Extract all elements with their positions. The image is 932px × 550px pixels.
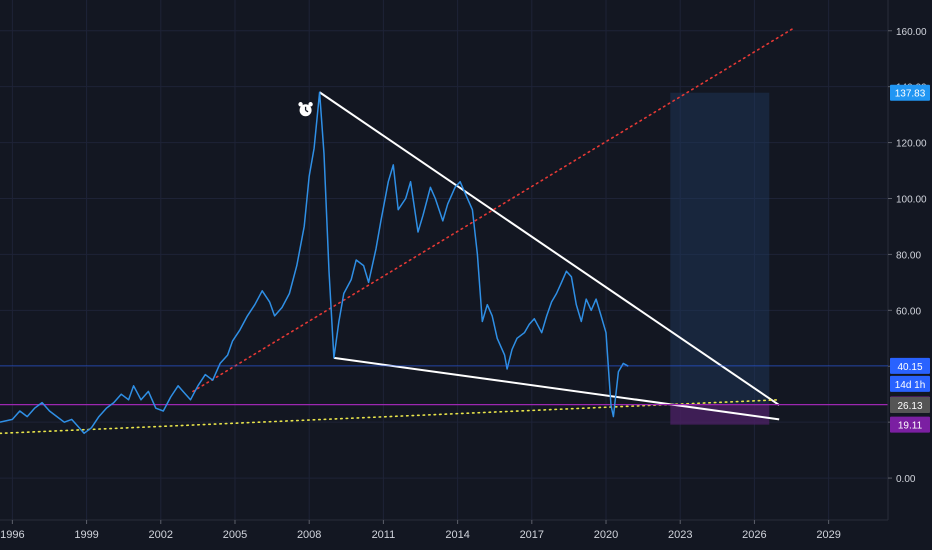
x-tick-label: 2005 [223, 529, 247, 541]
alarm-clock-icon[interactable] [298, 102, 313, 117]
y-tick-label: 80.00 [896, 250, 921, 261]
price-label-137-83[interactable] [890, 84, 930, 101]
price-series-line-0[interactable] [0, 91, 629, 435]
price-label-40-15[interactable] [890, 357, 930, 374]
price-label-26-13[interactable] [890, 397, 930, 414]
price-label-40-15-text: 40.15 [897, 362, 922, 373]
y-tick-label: 120.00 [896, 139, 927, 150]
target-projection-box[interactable] [670, 92, 770, 405]
y-tick-label: 0.00 [896, 474, 916, 485]
trendline-yellow-dotted-trend[interactable] [0, 398, 780, 435]
y-tick-label: 100.00 [896, 194, 927, 205]
x-tick-label: 1999 [74, 529, 98, 541]
x-tick-label: 2011 [372, 529, 396, 541]
x-tick-label: 2020 [594, 529, 618, 541]
x-tick-label: 2002 [149, 529, 173, 541]
trendline-lower-falling-wedge[interactable] [333, 356, 780, 421]
trendline-upper-falling-wedge[interactable] [319, 91, 780, 406]
price-label-137-83-text: 137.83 [895, 89, 926, 100]
x-tick-label: 2023 [668, 529, 692, 541]
stop-loss-box[interactable] [670, 404, 770, 425]
x-tick-label: 1996 [0, 529, 24, 541]
x-tick-label: 2026 [742, 529, 766, 541]
price-label-19-11-text: 19.11 [898, 421, 923, 432]
countdown-label-text: 14d 1h [895, 380, 926, 391]
x-tick-label: 2008 [297, 529, 321, 541]
x-tick-label: 2029 [816, 529, 840, 541]
price-label-19-11[interactable] [890, 416, 930, 433]
trendline-red-dotted-trend[interactable] [192, 27, 795, 393]
countdown-label[interactable] [890, 375, 930, 392]
x-tick-label: 2017 [520, 529, 544, 541]
y-tick-label: 160.00 [896, 27, 927, 38]
y-tick-label: 60.00 [896, 306, 921, 317]
price-label-26-13-text: 26.13 [897, 401, 922, 412]
x-tick-label: 2014 [445, 529, 469, 541]
